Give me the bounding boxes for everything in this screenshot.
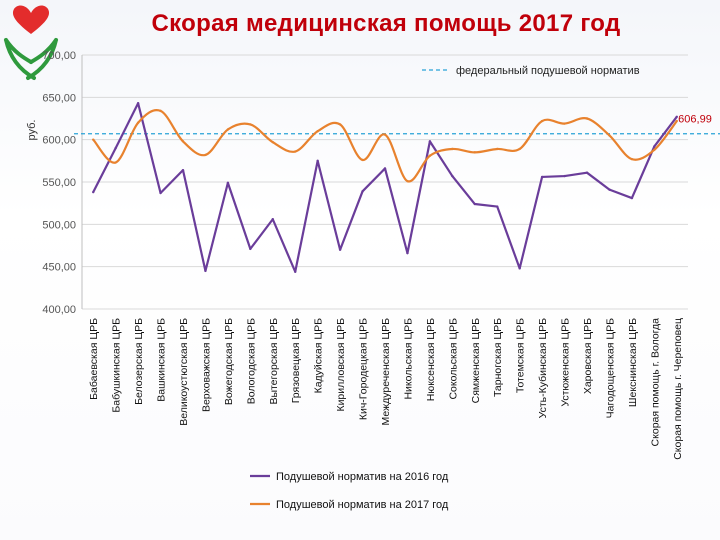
- x-tick-label: Вожегодская ЦРБ: [223, 318, 235, 405]
- data-point: [473, 202, 476, 206]
- y-tick-label: 600,00: [42, 135, 76, 147]
- data-point: [630, 196, 634, 200]
- data-point: [383, 133, 387, 136]
- data-point: [249, 247, 252, 251]
- data-point: [540, 175, 544, 179]
- data-point: [473, 151, 476, 154]
- data-point: [159, 109, 162, 113]
- data-point: [338, 248, 342, 251]
- y-tick-label: 550,00: [42, 177, 76, 189]
- data-point: [136, 102, 140, 105]
- data-point: [136, 121, 140, 124]
- data-point: [204, 153, 207, 157]
- data-point: [159, 191, 162, 195]
- x-tick-label: Сямженская ЦРБ: [470, 318, 482, 403]
- logo: [4, 5, 58, 80]
- data-point: [496, 147, 499, 151]
- data-point: [675, 119, 678, 123]
- data-point: [428, 154, 432, 157]
- y-tick-label: 700,00: [42, 50, 76, 62]
- x-tick-label: Грязовецкая ЦРБ: [290, 318, 302, 403]
- x-tick-label: Тотемская ЦРБ: [515, 318, 527, 393]
- data-point: [563, 174, 566, 178]
- x-tick-label: Тарногская ЦРБ: [492, 318, 504, 397]
- data-point: [114, 146, 117, 150]
- x-tick-label: Кирилловская ЦРБ: [335, 318, 347, 412]
- reference-value-label: 606,99: [678, 114, 712, 126]
- x-tick-label: Шекснинская ЦРБ: [627, 318, 639, 407]
- data-point: [518, 147, 521, 151]
- x-tick-label: Кадуйская ЦРБ: [313, 318, 325, 393]
- data-point: [428, 140, 432, 143]
- data-point: [608, 188, 611, 191]
- data-point: [563, 122, 566, 125]
- y-tick-label: 400,00: [42, 304, 76, 316]
- reference-legend-label: федеральный подушевой норматив: [456, 65, 640, 77]
- data-point: [608, 134, 611, 137]
- data-point: [316, 159, 319, 163]
- data-point: [653, 148, 656, 152]
- data-point: [294, 150, 297, 153]
- page-title: Скорая медицинская помощь 2017 год: [151, 10, 621, 37]
- x-tick-label: Верховажская ЦРБ: [200, 318, 212, 412]
- data-point: [630, 157, 634, 161]
- legend-label: Подушевой норматив на 2017 год: [276, 499, 449, 511]
- data-point: [338, 123, 342, 126]
- data-point: [249, 123, 252, 126]
- x-tick-label: Бабаевская ЦРБ: [88, 318, 100, 400]
- data-point: [518, 267, 521, 270]
- data-point: [271, 141, 274, 144]
- x-tick-label: Никольская ЦРБ: [402, 318, 414, 400]
- data-point: [316, 130, 319, 133]
- x-tick-label: Кич-Городецкая ЦРБ: [358, 318, 370, 420]
- y-tick-label: 450,00: [42, 262, 76, 274]
- data-point: [204, 269, 207, 273]
- data-point: [585, 117, 589, 120]
- data-point: [226, 181, 230, 185]
- x-tick-label: Междуреченская ЦРБ: [380, 318, 392, 426]
- data-point: [383, 167, 387, 170]
- x-tick-label: Сокольская ЦРБ: [447, 318, 459, 400]
- x-tick-label: Усть-Кубинская ЦРБ: [537, 318, 549, 418]
- y-axis-label: руб.: [26, 120, 38, 141]
- data-point: [92, 190, 95, 194]
- data-point: [406, 251, 409, 255]
- data-point: [114, 161, 117, 164]
- legend-label: Подушевой норматив на 2016 год: [276, 471, 449, 483]
- data-point: [361, 190, 364, 193]
- data-point: [181, 140, 185, 143]
- x-tick-label: Бабушкинская ЦРБ: [111, 318, 123, 413]
- x-tick-label: Устюженская ЦРБ: [560, 318, 572, 407]
- data-point: [294, 270, 297, 273]
- x-tick-label: Нюксенская ЦРБ: [425, 318, 437, 401]
- data-point: [226, 128, 230, 131]
- x-tick-label: Великоустюгская ЦРБ: [178, 318, 190, 426]
- data-point: [361, 158, 364, 162]
- x-tick-label: Вологодская ЦРБ: [245, 318, 257, 404]
- y-tick-label: 500,00: [42, 219, 76, 231]
- data-point: [540, 119, 544, 123]
- data-point: [451, 174, 454, 178]
- x-tick-label: Скорая помощь г. Вологда: [649, 318, 661, 447]
- data-point: [585, 171, 589, 174]
- x-tick-label: Белозерская ЦРБ: [133, 318, 145, 405]
- x-tick-label: Вашкинская ЦРБ: [156, 318, 168, 402]
- data-point: [271, 218, 274, 221]
- data-point: [496, 205, 499, 208]
- data-point: [451, 147, 454, 151]
- data-point: [181, 168, 185, 172]
- data-point: [675, 115, 678, 119]
- data-point: [406, 179, 409, 183]
- data-point: [653, 145, 656, 148]
- heart-hands-icon: [4, 5, 58, 80]
- x-tick-label: Чагодощенская ЦРБ: [604, 318, 616, 418]
- series-line-1: [92, 102, 678, 273]
- data-point: [92, 138, 95, 141]
- x-tick-label: Скорая помощь г. Череповец: [672, 318, 684, 460]
- y-tick-label: 650,00: [42, 92, 76, 104]
- x-tick-label: Харовская ЦРБ: [582, 318, 594, 394]
- x-tick-label: Вытегорская ЦРБ: [268, 318, 280, 405]
